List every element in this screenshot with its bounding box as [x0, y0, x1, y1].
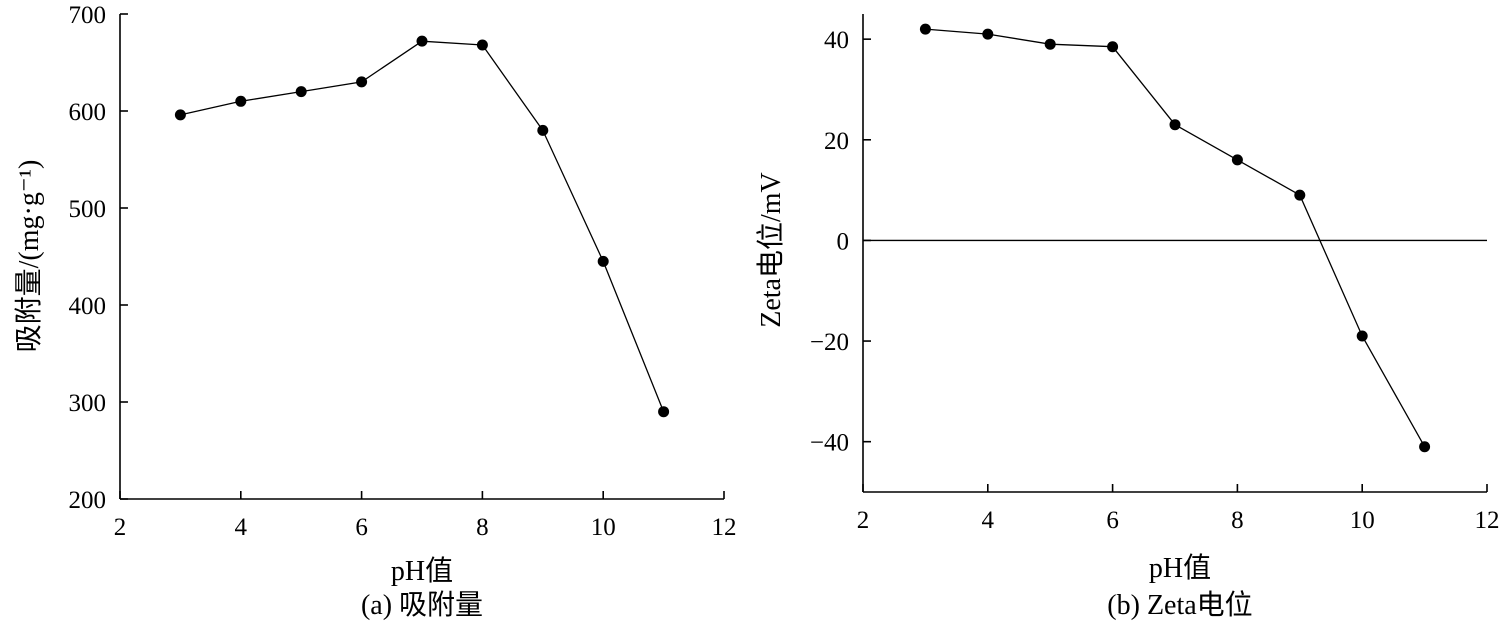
chart-zeta-potential: 2 4 6 8 10 12 −40 −20 0 20 40 pH值 Zeta电位/mV (b) Z…: [755, 14, 1500, 621]
chart-b-y-tick-label: 0: [837, 228, 850, 255]
chart-b-data-point: [1107, 41, 1119, 53]
chart-b-x-tick-label: 6: [1106, 507, 1119, 534]
chart-b-series: [919, 23, 1431, 453]
chart-a-y-tick-label: 200: [69, 487, 107, 514]
chart-a-series-line: [180, 40, 665, 412]
chart-a-axes: [119, 14, 724, 500]
chart-a-y-tick-label: 700: [69, 2, 107, 29]
chart-b-data-point: [1356, 330, 1368, 342]
chart-b-data-point: [1419, 441, 1431, 453]
chart-b-data-point: [982, 28, 994, 40]
chart-a-data-point: [174, 109, 186, 121]
chart-a-x-tick-label: 12: [712, 514, 737, 541]
chart-a-x-axis-title: pH值: [391, 555, 453, 587]
chart-b-y-tick-label: −40: [810, 430, 849, 457]
chart-a-data-point: [658, 406, 670, 418]
chart-a-y-axis-title: 吸附量/(mg·g⁻¹): [13, 160, 45, 353]
chart-b-x-tick-label: 12: [1475, 507, 1500, 534]
chart-a-y-ticks: 200 300 400 500 600 700: [69, 2, 128, 514]
chart-b-data-point: [1294, 189, 1306, 201]
chart-b-data-point: [1169, 119, 1181, 131]
chart-b-x-axis-title: pH值: [1149, 552, 1211, 584]
chart-b-x-tick-label: 8: [1231, 507, 1244, 534]
chart-b-series-line: [925, 28, 1426, 448]
chart-a-x-tick-label: 10: [591, 514, 616, 541]
chart-b-data-point: [1044, 38, 1056, 50]
chart-a-x-ticks: 2 4 6 8 10 12: [114, 491, 737, 541]
chart-a-x-tick-label: 2: [114, 514, 127, 541]
chart-b-data-point: [919, 23, 931, 35]
chart-a-y-tick-label: 300: [69, 390, 107, 417]
chart-b-axes: [862, 14, 1487, 493]
chart-b-y-tick-label: −20: [810, 329, 849, 356]
chart-a-data-point: [597, 255, 609, 267]
chart-b-y-tick-label: 20: [824, 128, 849, 155]
chart-a-data-point: [476, 39, 488, 51]
chart-a-data-point: [235, 95, 247, 107]
chart-a-y-tick-label: 400: [69, 293, 107, 320]
chart-a-data-point: [416, 35, 428, 47]
chart-b-data-point: [1231, 154, 1243, 166]
chart-a-x-tick-label: 8: [476, 514, 489, 541]
chart-a-y-tick-label: 500: [69, 196, 107, 223]
chart-a-data-point: [356, 76, 368, 88]
chart-b-x-tick-label: 10: [1350, 507, 1375, 534]
chart-b-y-axis-title: Zeta电位/mV: [755, 172, 787, 328]
chart-a-series: [174, 35, 670, 418]
chart-b-caption: (b) Zeta电位: [1107, 589, 1252, 621]
chart-b-x-tick-label: 2: [857, 507, 870, 534]
chart-b-x-tick-label: 4: [982, 507, 995, 534]
chart-adsorption: 2 4 6 8 10 12 200 300 400 500 600 700 pH值 吸附量/(mg·…: [13, 2, 737, 621]
chart-b-y-ticks: −40 −20 0 20 40: [810, 27, 871, 457]
chart-a-data-point: [537, 124, 549, 136]
chart-a-caption: (a) 吸附量: [361, 589, 483, 621]
chart-b-y-tick-label: 40: [824, 27, 849, 54]
chart-a-x-tick-label: 4: [235, 514, 248, 541]
chart-a-y-tick-label: 600: [69, 99, 107, 126]
chart-a-x-tick-label: 6: [355, 514, 368, 541]
chart-b-x-ticks: 2 4 6 8 10 12: [857, 484, 1500, 534]
chart-a-data-point: [295, 86, 307, 98]
